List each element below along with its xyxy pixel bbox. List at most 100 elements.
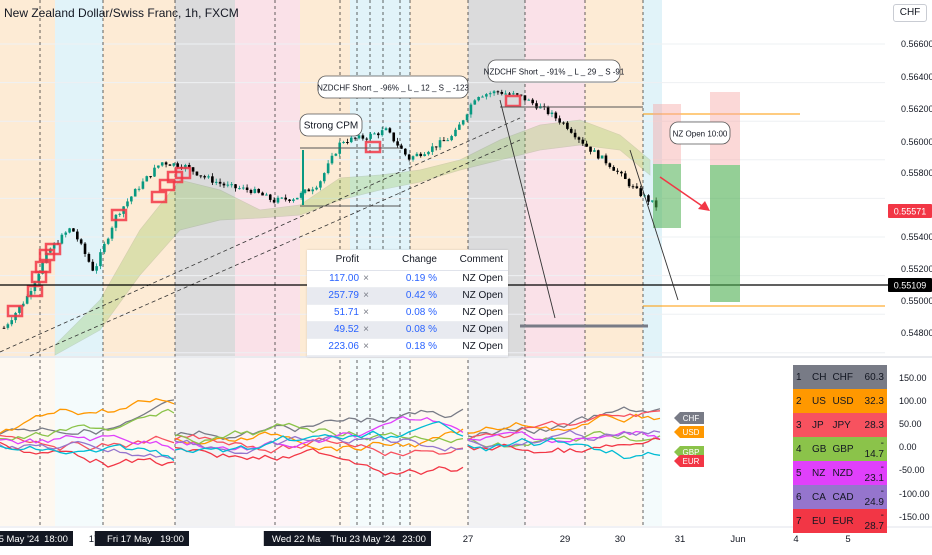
candle xyxy=(442,140,446,142)
trade-row: 51.71 × 0.08 % NZ Open xyxy=(307,305,508,322)
candle xyxy=(76,231,79,240)
strength-y-tick: -150.00 xyxy=(899,512,930,522)
candle xyxy=(241,187,245,189)
profit-zone xyxy=(710,165,740,302)
strength-value: - 14.7 xyxy=(864,438,884,460)
candle xyxy=(535,103,538,109)
annotation-nz-open: NZ Open 10:00 xyxy=(673,130,728,139)
trade-row: 257.79 × 0.42 % NZ Open xyxy=(307,288,508,305)
candle xyxy=(492,91,496,94)
trade-change: 0.18 % xyxy=(405,341,437,352)
trade-comment: NZ Open xyxy=(437,356,508,357)
strength-series xyxy=(0,441,175,468)
signal-marker xyxy=(364,140,382,154)
candle xyxy=(635,186,639,189)
strength-y-tick: 150.00 xyxy=(899,373,927,383)
trade-comment: NZ Open xyxy=(462,307,503,318)
candle xyxy=(388,128,392,133)
candle xyxy=(465,114,469,121)
strength-row: 1 CH CHF 60.3 xyxy=(793,365,887,389)
strength-series xyxy=(0,398,175,434)
trade-comment: NZ Open xyxy=(462,290,503,301)
close-icon[interactable]: × xyxy=(363,307,369,318)
candle xyxy=(37,273,41,283)
candle xyxy=(238,188,241,190)
session-band xyxy=(525,0,585,356)
candle xyxy=(400,145,403,149)
candle xyxy=(458,124,461,130)
candle xyxy=(52,243,56,249)
y-tick-label: 0.56000 xyxy=(901,137,932,147)
candle xyxy=(373,133,376,135)
candle xyxy=(353,137,357,139)
session-band xyxy=(235,0,300,356)
candle xyxy=(562,122,565,124)
candle xyxy=(207,176,210,178)
currency-selector[interactable]: CHF xyxy=(893,4,927,22)
candle xyxy=(446,140,450,142)
candle xyxy=(199,175,203,177)
candle xyxy=(284,197,287,200)
strength-rank: 2 xyxy=(796,395,802,407)
close-icon[interactable]: × xyxy=(359,356,373,357)
candle xyxy=(91,261,95,271)
candle xyxy=(450,136,453,141)
strength-rank: 7 xyxy=(796,515,802,527)
candle xyxy=(523,95,527,101)
candle xyxy=(276,197,280,203)
strength-series xyxy=(0,399,175,435)
strength-series xyxy=(174,421,464,454)
time-label: 30 xyxy=(615,534,626,545)
trade-comment: NZ Open xyxy=(462,273,503,284)
trade-comment: NZ Open xyxy=(462,341,503,352)
candle xyxy=(133,189,137,197)
close-icon[interactable]: × xyxy=(363,273,369,284)
candle xyxy=(41,262,44,274)
candle xyxy=(346,142,349,144)
candle xyxy=(319,181,322,188)
strength-y-tick: -50.00 xyxy=(899,465,925,475)
candle xyxy=(261,192,264,196)
candle xyxy=(407,154,411,160)
header-change: Change xyxy=(401,254,437,265)
close-icon[interactable]: × xyxy=(363,290,369,301)
trade-profit: 51.71 xyxy=(333,307,359,318)
candle xyxy=(604,155,608,164)
candle xyxy=(130,196,133,202)
candle xyxy=(334,153,338,156)
series-end-label: GBP xyxy=(683,448,700,457)
session-band-lower xyxy=(350,358,410,526)
trades-table-rows: 117.00 × 0.19 % NZ Open 257.79 × 0.42 % NZ Open… xyxy=(307,271,508,357)
candle xyxy=(315,187,318,190)
strength-series xyxy=(174,415,464,451)
candle xyxy=(512,93,515,95)
annotation-trade1: NZDCHF Short _ -96% _ L _ 12 _ S _ -123 xyxy=(317,84,469,93)
strength-value: 32.3 xyxy=(864,395,884,407)
candle xyxy=(527,99,531,101)
candle xyxy=(322,173,326,182)
candle xyxy=(253,188,257,194)
series-end-label-box xyxy=(674,426,704,438)
trade-row: 151.15×0.14 %NZ Open xyxy=(307,356,508,357)
strength-country: CH xyxy=(812,371,827,383)
arrow-line xyxy=(659,176,706,209)
strength-value: - 24.9 xyxy=(864,486,884,508)
candle xyxy=(438,140,442,148)
y-tick-label: 0.54800 xyxy=(901,328,932,338)
candle xyxy=(72,228,75,232)
candles xyxy=(2,89,658,330)
candle xyxy=(268,194,272,200)
candle xyxy=(504,93,507,95)
candle xyxy=(566,122,569,129)
close-icon[interactable]: × xyxy=(363,324,369,335)
y-tick-label: 0.56600 xyxy=(901,39,932,49)
candle xyxy=(160,162,164,166)
trade-change: 0.08 % xyxy=(405,324,437,335)
candle xyxy=(485,94,488,97)
candle xyxy=(214,181,218,183)
header-spacer: × xyxy=(359,250,373,270)
strength-lines xyxy=(0,398,661,476)
candle xyxy=(427,151,430,155)
close-icon[interactable]: × xyxy=(363,341,369,352)
candle xyxy=(265,194,268,196)
